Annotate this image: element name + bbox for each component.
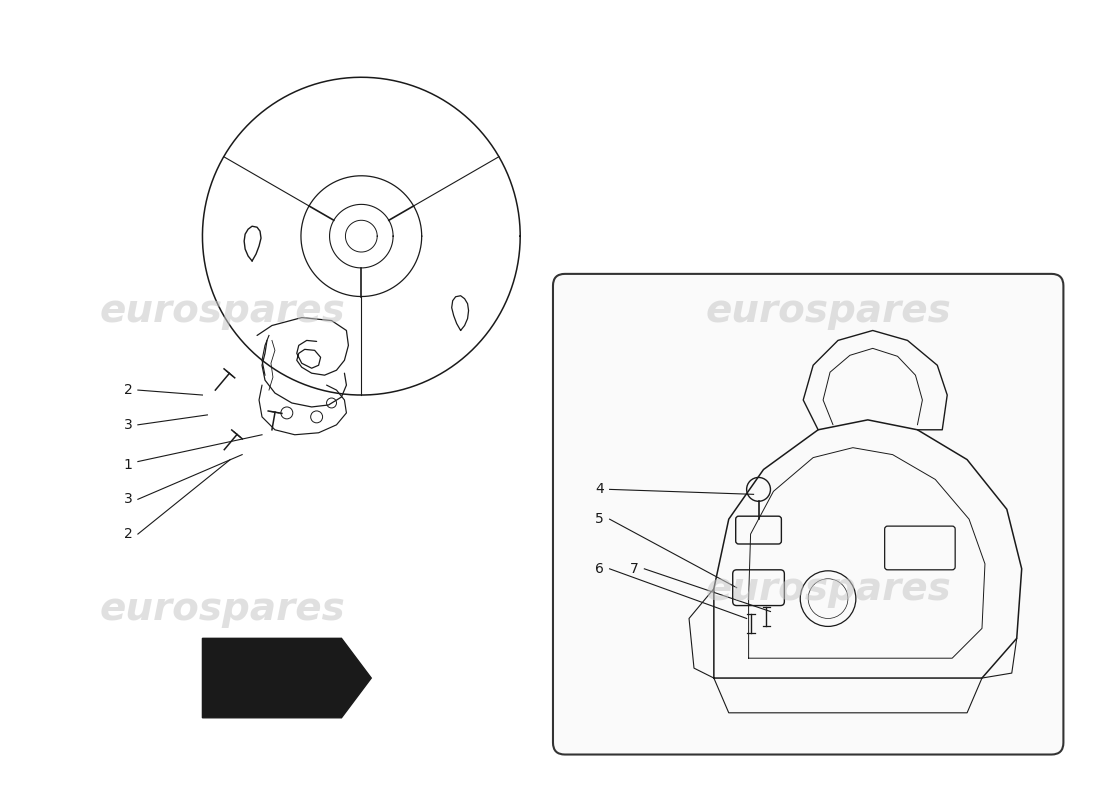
Polygon shape — [202, 638, 372, 718]
Text: 5: 5 — [595, 512, 604, 526]
Text: 3: 3 — [123, 418, 132, 432]
Text: 6: 6 — [595, 562, 604, 576]
FancyBboxPatch shape — [553, 274, 1064, 754]
Text: eurospares: eurospares — [705, 292, 950, 330]
Text: eurospares: eurospares — [705, 570, 950, 608]
Text: 7: 7 — [630, 562, 639, 576]
Text: 2: 2 — [123, 383, 132, 397]
Polygon shape — [218, 643, 356, 698]
Text: 3: 3 — [123, 492, 132, 506]
Text: 4: 4 — [595, 482, 604, 496]
Text: eurospares: eurospares — [99, 292, 345, 330]
Text: 1: 1 — [123, 458, 132, 471]
Text: 2: 2 — [123, 527, 132, 541]
Text: eurospares: eurospares — [99, 590, 345, 627]
Polygon shape — [212, 629, 356, 708]
